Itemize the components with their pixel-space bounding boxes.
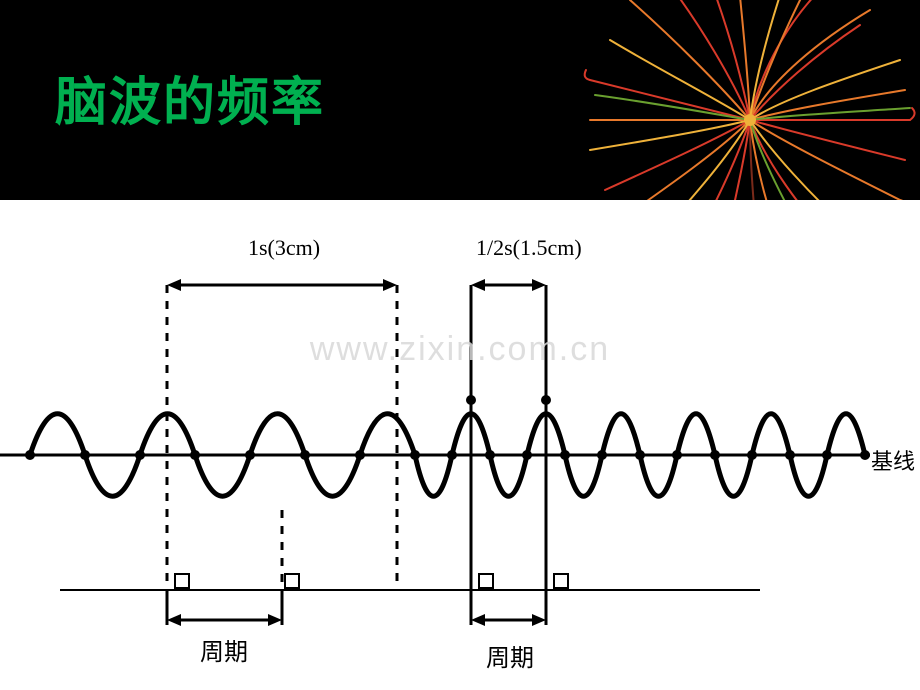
offset-markers	[175, 574, 568, 588]
waveform-svg	[0, 230, 920, 660]
fast-markers	[447, 395, 870, 460]
slide-root: 脑波的频率	[0, 0, 920, 690]
page-title: 脑波的频率	[55, 60, 325, 135]
fast-period-label: 周期	[486, 638, 534, 673]
baseline-label: 基线	[871, 444, 915, 476]
waveform-diagram: 1s(3cm) 1/2s(1.5cm) 基线 周期 周期 www.zixin.c…	[0, 200, 920, 690]
slow-period-arrow	[167, 590, 282, 626]
slow-dim-label: 1s(3cm)	[248, 235, 320, 261]
fast-dim-label: 1/2s(1.5cm)	[476, 235, 582, 261]
fast-period-arrow	[471, 590, 546, 626]
slow-period-label: 周期	[200, 632, 248, 667]
